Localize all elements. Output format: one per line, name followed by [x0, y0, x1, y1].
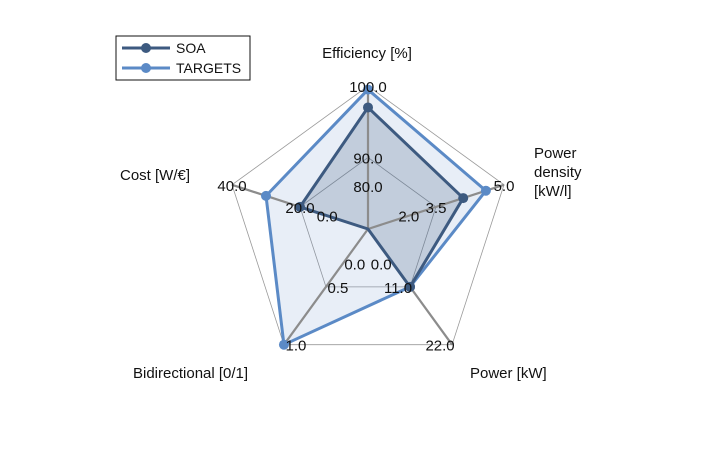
chart-legend: SOA TARGETS	[115, 35, 251, 81]
axis-label: Cost [W/€]	[120, 167, 190, 184]
tick-label: 0.0	[344, 257, 365, 274]
tick-label: 40.0	[217, 178, 246, 195]
series-fill-soa	[299, 107, 464, 287]
series-point-targets-4	[278, 339, 289, 350]
tick-label: 11.0	[384, 280, 412, 297]
axis-label-line: Cost [W/€]	[120, 167, 190, 184]
axis-label: Bidirectional [0/1]	[133, 365, 248, 382]
series-point-soa-5	[294, 201, 305, 212]
grid-ring-1	[299, 157, 437, 288]
tick-label: 20.0	[285, 200, 314, 217]
tick-label: 0.5	[328, 280, 349, 297]
axis-label-line: Efficiency [%]	[322, 45, 412, 62]
radar-series	[231, 84, 505, 350]
series-point-soa-1	[363, 102, 373, 113]
tick-label: 3.5	[426, 200, 447, 217]
series-point-soa-2	[458, 193, 469, 204]
legend-label-targets: TARGETS	[176, 60, 241, 76]
series-point-targets-1	[363, 84, 373, 95]
tick-label: 0.0	[317, 209, 338, 226]
spoke-overlay-4	[283, 228, 369, 346]
axis-label-line: Power	[534, 145, 577, 162]
axis-label-line: [kW/l]	[534, 183, 572, 200]
series-fill-targets	[265, 89, 486, 345]
radar-tick-labels: 80.0 90.0 100.0 2.0 3.5 5.0 0.0 11.0 22.0 0.0 0.5 1…	[217, 79, 514, 355]
axis-label-line: Power [kW]	[470, 365, 547, 382]
tick-label: 80.0	[353, 179, 382, 196]
legend-label-soa: SOA	[176, 40, 206, 56]
radar-axis-labels: Efficiency [%] Power density [kW/l] Power [k…	[120, 45, 582, 382]
axis-label: Power [kW]	[470, 365, 547, 382]
tick-label: 1.0	[286, 338, 307, 355]
axis-label: Power density [kW/l]	[534, 145, 582, 200]
tick-label: 100.0	[349, 79, 387, 96]
series-line-targets	[264, 88, 488, 347]
series-point-targets-5	[260, 190, 271, 201]
legend-marker-soa	[141, 43, 151, 53]
tick-label: 0.0	[371, 257, 392, 274]
series-point-soa-3	[405, 281, 416, 292]
grid-ring-2	[231, 85, 505, 346]
axis-label: Efficiency [%]	[322, 45, 412, 62]
radar-grid	[231, 85, 505, 346]
series-point-targets-2	[480, 185, 491, 196]
axis-label-line: Bidirectional [0/1]	[133, 365, 248, 382]
series-line-soa	[298, 105, 465, 289]
tick-label: 5.0	[494, 178, 515, 195]
tick-label: 2.0	[398, 209, 419, 226]
tick-label: 22.0	[425, 338, 454, 355]
legend-box	[115, 35, 251, 81]
tick-label: 90.0	[353, 151, 382, 168]
axis-label-line: density	[534, 164, 582, 181]
legend-marker-targets	[141, 63, 151, 73]
